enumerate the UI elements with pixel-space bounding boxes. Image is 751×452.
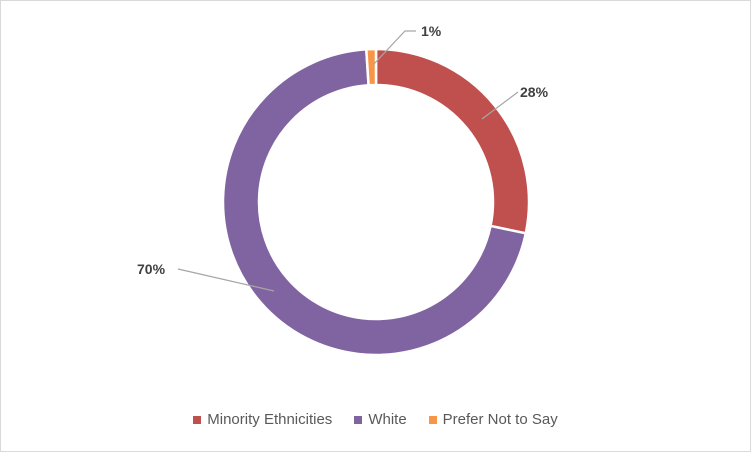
legend-swatch — [193, 415, 202, 424]
legend: Minority Ethnicities White Prefer Not to… — [1, 411, 750, 428]
leader-line — [372, 30, 416, 66]
legend-label: Prefer Not to Say — [442, 411, 558, 428]
legend-item-minority: Minority Ethnicities — [193, 411, 332, 428]
legend-label: Minority Ethnicities — [207, 411, 333, 428]
data-label-prefer-not: 1% — [421, 23, 442, 39]
legend-swatch — [354, 415, 363, 424]
data-label-minority: 28% — [520, 84, 549, 100]
leader-line — [481, 91, 519, 120]
legend-item-white: White — [354, 411, 407, 428]
legend-item-prefer-not: Prefer Not to Say — [428, 411, 558, 428]
legend-swatch — [428, 415, 437, 424]
slice-prefer-not-to-say — [364, 47, 378, 87]
slice-minority-ethnicities — [374, 47, 531, 235]
slice-white — [221, 47, 528, 357]
data-label-white: 70% — [137, 261, 166, 277]
leader-line — [177, 268, 275, 292]
legend-label: White — [368, 411, 407, 428]
